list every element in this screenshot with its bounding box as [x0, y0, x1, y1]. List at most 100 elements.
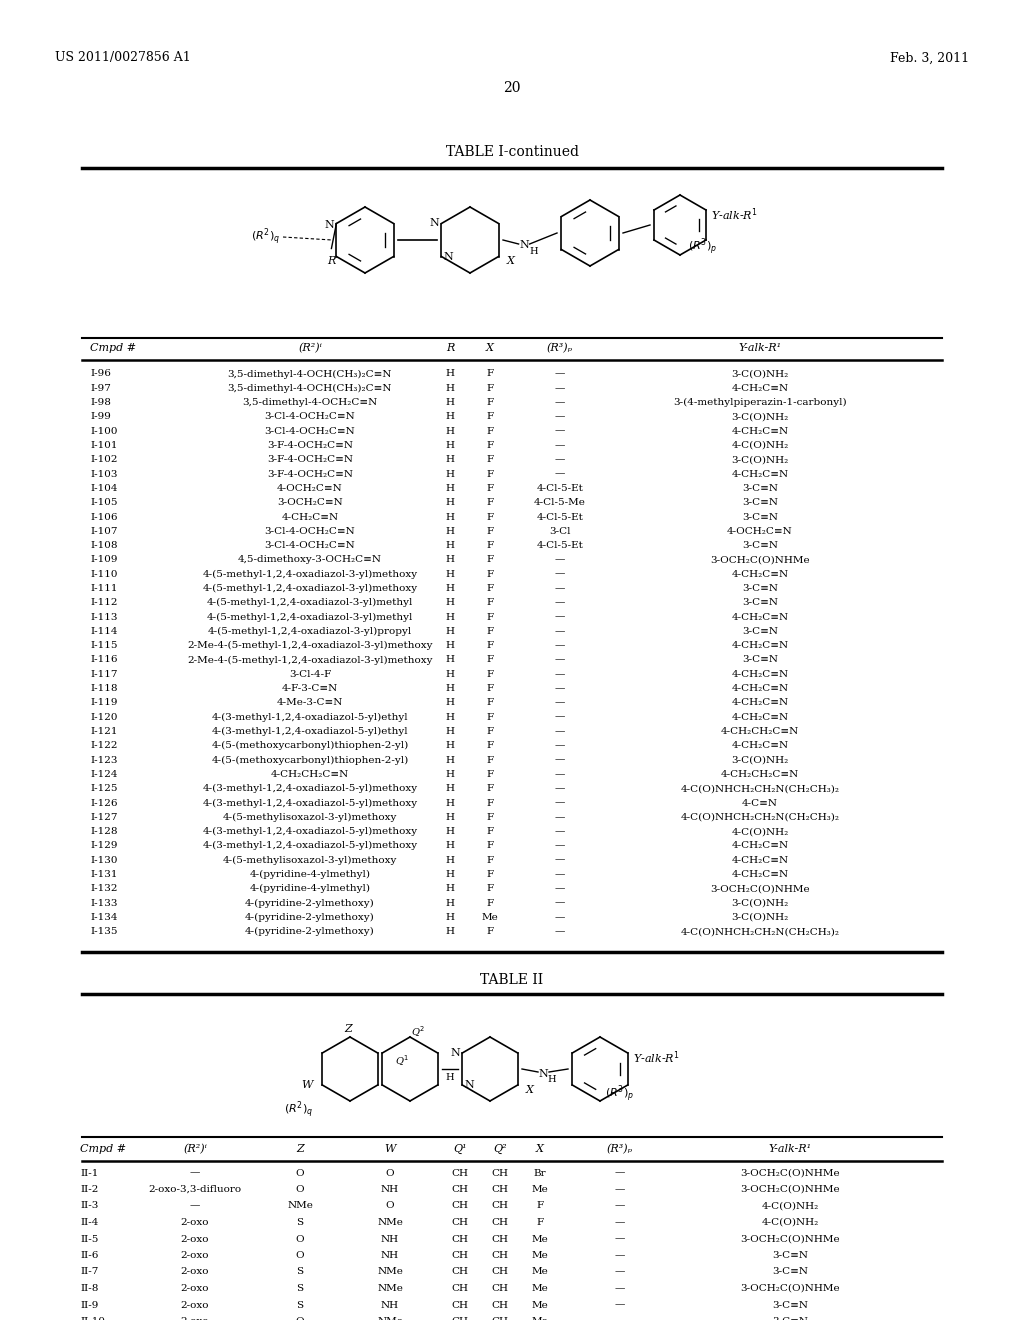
Text: H: H [445, 470, 455, 479]
Text: 4-(3-methyl-1,2,4-oxadiazol-5-yl)methoxy: 4-(3-methyl-1,2,4-oxadiazol-5-yl)methoxy [203, 799, 418, 808]
Text: 2-oxo: 2-oxo [181, 1218, 209, 1228]
Text: 3,5-dimethyl-4-OCH₂C≡N: 3,5-dimethyl-4-OCH₂C≡N [243, 399, 378, 407]
Text: F: F [486, 512, 494, 521]
Text: F: F [486, 370, 494, 379]
Text: II-2: II-2 [80, 1185, 98, 1195]
Text: I-135: I-135 [90, 927, 118, 936]
Text: 4-CH₂C≡N: 4-CH₂C≡N [731, 612, 788, 622]
Text: F: F [486, 698, 494, 708]
Text: II-1: II-1 [80, 1168, 98, 1177]
Text: F: F [486, 484, 494, 492]
Text: 4-C(O)NHCH₂CH₂N(CH₂CH₃)₂: 4-C(O)NHCH₂CH₂N(CH₂CH₃)₂ [681, 813, 840, 822]
Text: II-7: II-7 [80, 1267, 98, 1276]
Text: H: H [445, 799, 455, 808]
Text: 3-C(O)NH₂: 3-C(O)NH₂ [731, 755, 788, 764]
Text: II-6: II-6 [80, 1251, 98, 1261]
Text: I-96: I-96 [90, 370, 111, 379]
Text: NMe: NMe [377, 1218, 402, 1228]
Text: H: H [445, 727, 455, 737]
Text: —: — [614, 1234, 626, 1243]
Text: H: H [445, 370, 455, 379]
Text: —: — [189, 1168, 200, 1177]
Text: 3-OCH₂C≡N: 3-OCH₂C≡N [278, 498, 343, 507]
Text: I-122: I-122 [90, 742, 118, 750]
Text: CH: CH [452, 1234, 469, 1243]
Text: —: — [555, 813, 565, 822]
Text: X: X [525, 1085, 534, 1096]
Text: F: F [486, 870, 494, 879]
Text: I-103: I-103 [90, 470, 118, 479]
Text: Me: Me [531, 1251, 549, 1261]
Text: 4-(3-methyl-1,2,4-oxadiazol-5-yl)ethyl: 4-(3-methyl-1,2,4-oxadiazol-5-yl)ethyl [212, 713, 409, 722]
Text: F: F [486, 527, 494, 536]
Text: US 2011/0027856 A1: US 2011/0027856 A1 [55, 51, 190, 65]
Text: H: H [445, 855, 455, 865]
Text: Q¹: Q¹ [454, 1144, 467, 1154]
Text: 3-C(O)NH₂: 3-C(O)NH₂ [731, 913, 788, 921]
Text: CH: CH [452, 1168, 469, 1177]
Text: Me: Me [531, 1317, 549, 1320]
Text: II-3: II-3 [80, 1201, 98, 1210]
Text: 4-CH₂C≡N: 4-CH₂C≡N [731, 698, 788, 708]
Text: N: N [443, 252, 454, 261]
Text: II-4: II-4 [80, 1218, 98, 1228]
Text: TABLE II: TABLE II [480, 973, 544, 987]
Text: 3-Cl-4-OCH₂C≡N: 3-Cl-4-OCH₂C≡N [264, 541, 355, 550]
Text: O: O [386, 1168, 394, 1177]
Text: II-8: II-8 [80, 1284, 98, 1294]
Text: F: F [486, 828, 494, 836]
Text: CH: CH [452, 1267, 469, 1276]
Text: X: X [536, 1144, 544, 1154]
Text: 4-CH₂C≡N: 4-CH₂C≡N [731, 855, 788, 865]
Text: —: — [555, 913, 565, 921]
Text: 3-C(O)NH₂: 3-C(O)NH₂ [731, 370, 788, 379]
Text: 3-OCH₂C(O)NHMe: 3-OCH₂C(O)NHMe [740, 1284, 840, 1294]
Text: —: — [555, 556, 565, 565]
Text: 3,5-dimethyl-4-OCH(CH₃)₂C≡N: 3,5-dimethyl-4-OCH(CH₃)₂C≡N [227, 384, 392, 393]
Text: —: — [555, 927, 565, 936]
Text: F: F [486, 455, 494, 465]
Text: H: H [445, 656, 455, 664]
Text: F: F [486, 441, 494, 450]
Text: CH: CH [492, 1267, 509, 1276]
Text: —: — [555, 627, 565, 636]
Text: 4-(5-methyl-1,2,4-oxadiazol-3-yl)propyl: 4-(5-methyl-1,2,4-oxadiazol-3-yl)propyl [208, 627, 412, 636]
Text: Br: Br [534, 1168, 547, 1177]
Text: 4-C(O)NH₂: 4-C(O)NH₂ [731, 828, 788, 836]
Text: 4-CH₂C≡N: 4-CH₂C≡N [731, 742, 788, 750]
Text: —: — [614, 1300, 626, 1309]
Text: CH: CH [492, 1185, 509, 1195]
Text: Me: Me [531, 1267, 549, 1276]
Text: X: X [507, 256, 514, 267]
Text: I-120: I-120 [90, 713, 118, 722]
Text: F: F [537, 1218, 544, 1228]
Text: I-101: I-101 [90, 441, 118, 450]
Text: H: H [445, 698, 455, 708]
Text: II-5: II-5 [80, 1234, 98, 1243]
Text: I-115: I-115 [90, 642, 118, 651]
Text: F: F [486, 583, 494, 593]
Text: F: F [537, 1201, 544, 1210]
Text: —: — [555, 870, 565, 879]
Text: I-105: I-105 [90, 498, 118, 507]
Text: NMe: NMe [377, 1284, 402, 1294]
Text: O: O [296, 1168, 304, 1177]
Text: 4-OCH₂C≡N: 4-OCH₂C≡N [278, 484, 343, 492]
Text: O: O [296, 1185, 304, 1195]
Text: F: F [486, 627, 494, 636]
Text: S: S [296, 1218, 303, 1228]
Text: —: — [555, 884, 565, 894]
Text: N: N [464, 1080, 474, 1090]
Text: F: F [486, 927, 494, 936]
Text: I-123: I-123 [90, 755, 118, 764]
Text: H: H [445, 498, 455, 507]
Text: H: H [445, 828, 455, 836]
Text: 4-(5-methylisoxazol-3-yl)methoxy: 4-(5-methylisoxazol-3-yl)methoxy [223, 855, 397, 865]
Text: —: — [614, 1185, 626, 1195]
Text: F: F [486, 713, 494, 722]
Text: H: H [445, 899, 455, 908]
Text: H: H [445, 742, 455, 750]
Text: Y-alk-R$^1$: Y-alk-R$^1$ [711, 207, 758, 223]
Text: Q$^2$: Q$^2$ [412, 1024, 425, 1039]
Text: 4-(pyridine-2-ylmethoxy): 4-(pyridine-2-ylmethoxy) [245, 927, 375, 936]
